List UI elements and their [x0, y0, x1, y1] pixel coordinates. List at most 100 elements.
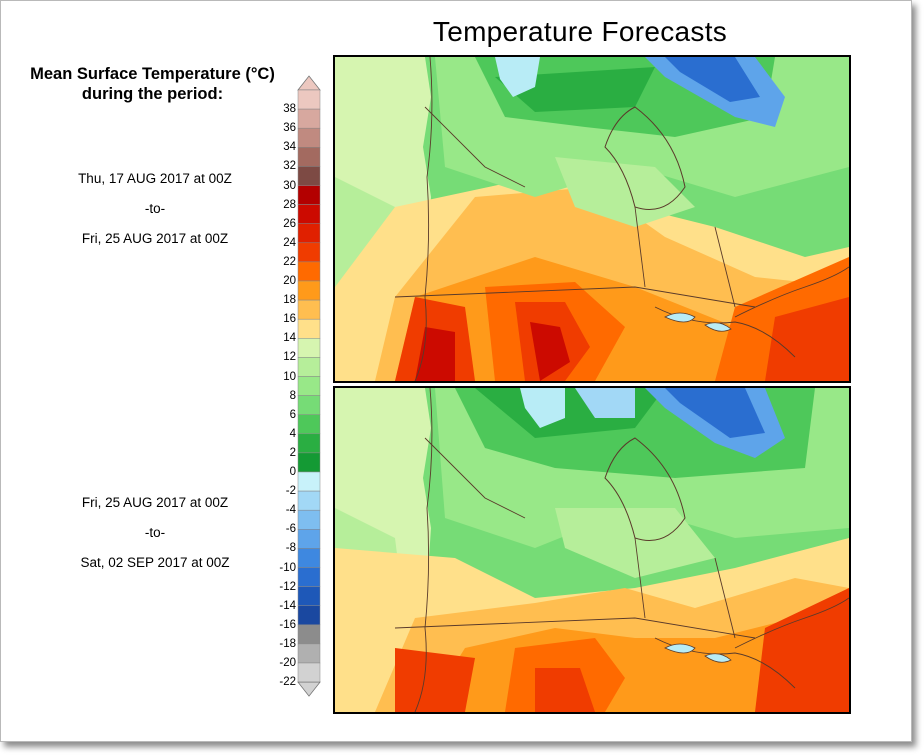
legend-swatch — [297, 108, 321, 129]
legend-tick-label: -8 — [285, 542, 296, 555]
legend-tick-label: 2 — [289, 446, 296, 459]
legend-tick-label: -22 — [279, 676, 296, 689]
legend-swatch — [297, 509, 321, 530]
legend-tick-label: -6 — [285, 523, 296, 536]
legend-bottom-arrow — [297, 681, 321, 697]
legend-tick-label: 34 — [283, 141, 296, 154]
legend-tick-label: -16 — [279, 618, 296, 631]
legend-swatch — [297, 624, 321, 645]
legend-swatch — [297, 643, 321, 664]
color-scale-legend: 38 36 34 32 30 28 26 24 22 20 18 16 14 12 10 8 6 4 2 0 -2 -4-… — [274, 75, 334, 697]
legend-tick-label: -4 — [285, 504, 296, 517]
legend-tick-label: 6 — [289, 408, 296, 421]
hot-prairies-red — [535, 668, 595, 712]
legend-swatch — [297, 376, 321, 396]
legend-tick-label: 32 — [283, 160, 296, 173]
legend-heading: Mean Surface Temperature (°C) during the… — [10, 64, 295, 104]
legend-swatch — [297, 242, 321, 263]
legend-swatch — [297, 490, 321, 511]
baffin-ice-deep — [665, 388, 765, 438]
legend-tick-label: -20 — [279, 657, 296, 669]
legend-swatch — [297, 261, 321, 282]
legend-swatch — [297, 127, 321, 148]
legend-tick-label: 14 — [283, 332, 296, 345]
legend-swatch — [297, 89, 321, 110]
province-border — [714, 226, 736, 308]
west-coastline — [414, 388, 433, 712]
territorial-border — [424, 106, 526, 188]
legend-tick-label: 8 — [289, 389, 296, 402]
central-pale-green — [555, 157, 695, 227]
legend-swatch — [297, 567, 321, 587]
legend-tick-label: 10 — [283, 370, 296, 383]
legend-tick-label: 38 — [283, 103, 296, 116]
period-1-label: Thu, 17 AUG 2017 at 00Z -to- Fri, 25 AUG… — [40, 164, 270, 254]
central-pale-green — [555, 508, 715, 578]
legend-swatch — [297, 662, 321, 683]
legend-tick-label: 4 — [289, 427, 296, 440]
legend-swatch — [297, 204, 321, 224]
legend-tick-label: 12 — [283, 351, 296, 364]
hot-east-coast — [755, 588, 849, 712]
figure-title: Temperature Forecasts — [432, 16, 728, 47]
legend-swatch — [297, 529, 321, 549]
legend-tick-label: -10 — [279, 561, 296, 574]
period-2-separator: -to- — [144, 525, 166, 540]
us-canada-border — [394, 286, 756, 308]
legend-tick-label: 30 — [283, 179, 296, 192]
hot-core-dark-red — [530, 322, 570, 381]
legend-tick-label: 18 — [283, 294, 296, 307]
east-coastline — [734, 597, 849, 649]
legend-tick-label: -2 — [285, 485, 296, 498]
legend-swatch — [297, 395, 321, 415]
temperature-map-2 — [335, 388, 849, 712]
hudson-strait-water — [520, 388, 565, 428]
period-1-end: Fri, 25 AUG 2017 at 00Z — [81, 231, 229, 246]
legend-swatch — [297, 452, 321, 473]
great-lakes — [664, 643, 732, 663]
legend-swatch — [297, 223, 321, 244]
legend-tick-label: 16 — [283, 313, 296, 326]
legend-swatch — [297, 357, 321, 377]
period-2-start: Fri, 25 AUG 2017 at 00Z — [81, 495, 229, 510]
legend-swatch — [297, 166, 321, 186]
legend-swatch — [297, 338, 321, 358]
province-border — [634, 537, 646, 619]
legend-swatch — [297, 147, 321, 167]
forecast-map-period-2 — [333, 386, 851, 714]
legend-tick-label: -12 — [279, 580, 296, 593]
territorial-border — [424, 437, 526, 519]
legend-swatch — [297, 185, 321, 205]
legend-tick-label: 26 — [283, 217, 296, 230]
legend-swatch — [297, 299, 321, 320]
legend-top-arrow — [297, 75, 321, 91]
us-canada-border — [394, 617, 756, 639]
temperature-map-1 — [335, 57, 849, 381]
legend-swatch — [297, 605, 321, 626]
foxe-basin-ice — [575, 388, 635, 418]
legend-heading-line2: during the period: — [81, 85, 224, 103]
legend-tick-label: 20 — [283, 275, 296, 287]
period-2-end: Sat, 02 SEP 2017 at 00Z — [80, 555, 230, 570]
east-coastline — [734, 266, 849, 318]
legend-swatch — [297, 318, 321, 339]
legend-swatch — [297, 280, 321, 301]
legend-tick-label: 28 — [283, 198, 296, 211]
period-2-label: Fri, 25 AUG 2017 at 00Z -to- Sat, 02 SEP… — [40, 488, 270, 578]
hot-pacific-northwest — [395, 648, 475, 712]
province-border — [714, 557, 736, 639]
west-coastline — [414, 57, 433, 381]
legend-tick-label: 22 — [283, 255, 296, 268]
province-border — [634, 206, 646, 288]
legend-swatch — [297, 414, 321, 435]
legend-swatch — [297, 471, 321, 492]
baffin-ice-deep — [665, 57, 760, 102]
legend-swatch — [297, 548, 321, 568]
period-1-separator: -to- — [144, 201, 166, 216]
color-scale-bar — [297, 75, 321, 697]
period-1-start: Thu, 17 AUG 2017 at 00Z — [78, 171, 232, 186]
legend-tick-label: -14 — [279, 599, 296, 612]
legend-swatch — [297, 433, 321, 454]
legend-tick-label: 36 — [283, 122, 296, 135]
hot-east-coast-red — [765, 297, 849, 381]
